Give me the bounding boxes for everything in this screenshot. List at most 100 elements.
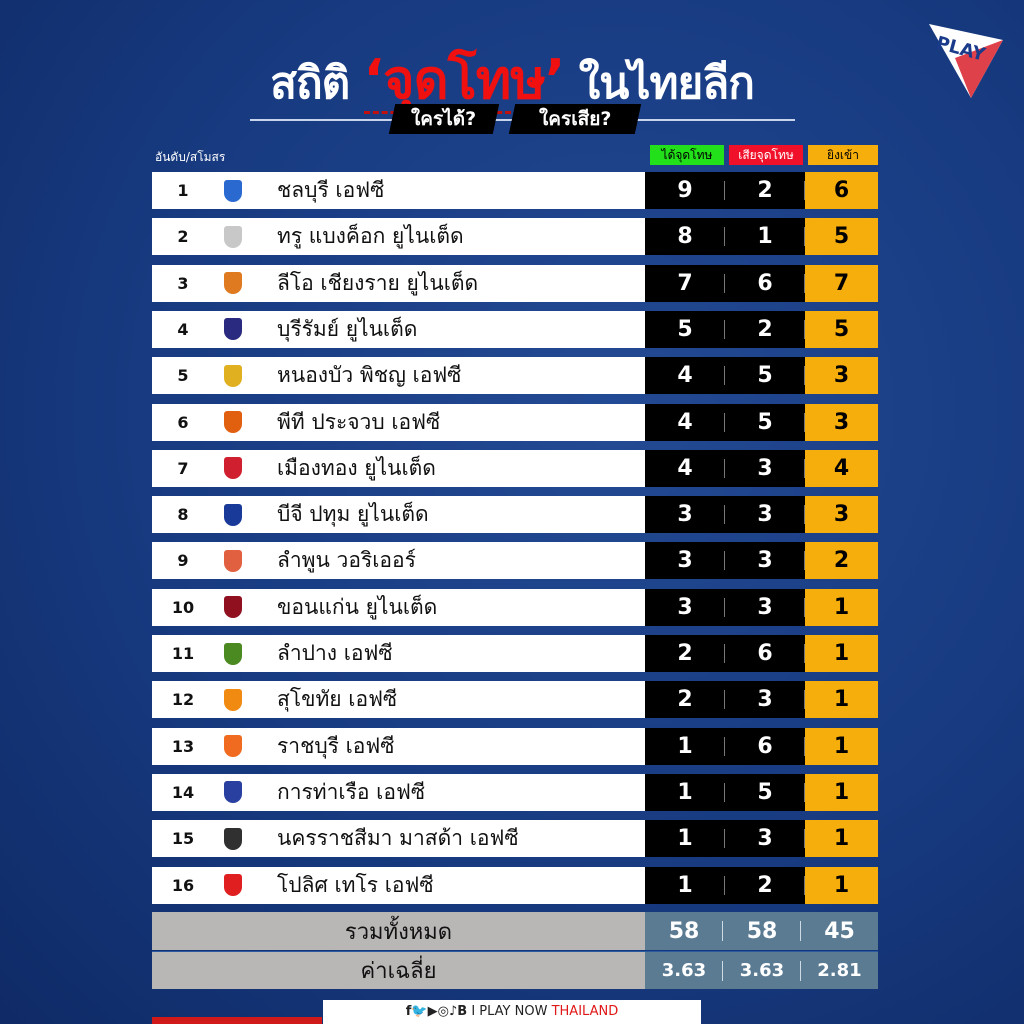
average-label: ค่าเฉลี่ย <box>152 952 645 989</box>
club-crest-icon <box>224 688 242 711</box>
team-cell: 5 หนองบัว พิชญ เอฟซี <box>152 357 645 395</box>
team-cell: 9 ลำพูน วอริเออร์ <box>152 542 645 580</box>
table-row: 8 บีจี ปทุม ยูไนเต็ด 3 3 3 <box>152 496 878 534</box>
team-cell: 16 โปลิศ เทโร เอฟซี <box>152 866 645 904</box>
team-name: นครราชสีมา มาสด้า เอฟซี <box>277 826 519 851</box>
conceded-value: 3 <box>725 681 805 719</box>
footer: f🐦▶◎♪B I PLAY NOW THAILAND <box>323 1000 701 1024</box>
table-row: 10 ขอนแก่น ยูไนเต็ด 3 3 1 <box>152 588 878 626</box>
conceded-value: 3 <box>725 496 805 534</box>
play-now-logo: PLAY <box>929 24 1003 98</box>
club-crest-icon <box>224 225 242 248</box>
rank: 4 <box>177 319 189 339</box>
rank: 5 <box>177 366 189 386</box>
conceded-value: 6 <box>725 264 805 302</box>
club-crest-icon <box>224 874 242 896</box>
club-crest-icon <box>224 827 242 850</box>
team-name: หนองบัว พิชญ เอฟซี <box>277 363 462 388</box>
rank: 2 <box>177 227 189 247</box>
scored-value: 1 <box>805 820 878 858</box>
club-crest-icon <box>224 642 242 665</box>
table-row: 4 บุรีรัมย์ ยูไนเต็ด 5 2 5 <box>152 310 878 348</box>
conceded-value: 2 <box>725 172 805 209</box>
conceded-value: 3 <box>725 588 805 626</box>
subtitle-right: ใครเสีย? <box>508 104 642 134</box>
awarded-value: 3 <box>645 496 725 534</box>
club-crest-icon <box>224 503 242 526</box>
team-cell: 10 ขอนแก่น ยูไนเต็ด <box>152 588 645 626</box>
title-part2: ในไทยลีก <box>578 58 755 109</box>
club-crest-icon <box>224 179 242 202</box>
scored-value: 1 <box>805 866 878 904</box>
team-name: พีที ประจวบ เอฟซี <box>277 409 441 434</box>
rank: 12 <box>171 690 195 710</box>
team-cell: 8 บีจี ปทุม ยูไนเต็ด <box>152 496 645 534</box>
conceded-value: 3 <box>725 449 805 487</box>
awarded-value: 1 <box>645 820 725 858</box>
awarded-value: 4 <box>645 403 725 441</box>
club-crest-icon <box>224 318 242 341</box>
conceded-value: 1 <box>725 218 805 256</box>
subtitle-left: ใครได้? <box>388 104 500 134</box>
club-crest-icon <box>224 735 242 758</box>
rank: 15 <box>171 829 195 849</box>
totals-scored: 45 <box>801 912 878 950</box>
club-crest-icon <box>224 596 242 619</box>
conceded-value: 6 <box>725 727 805 765</box>
rank: 3 <box>177 273 189 293</box>
conceded-value: 3 <box>725 820 805 858</box>
club-crest-icon <box>224 457 242 480</box>
conceded-value: 2 <box>725 866 805 904</box>
table-row: 11 ลำปาง เอฟซี 2 6 1 <box>152 635 878 672</box>
subtitle-left-text: ใครได้? <box>411 108 477 130</box>
average-conceded: 3.63 <box>723 952 801 989</box>
team-cell: 7 เมืองทอง ยูไนเต็ด <box>152 449 645 487</box>
club-crest-icon <box>224 364 242 387</box>
rank: 6 <box>177 412 189 432</box>
table-row: 9 ลำพูน วอริเออร์ 3 3 2 <box>152 542 878 580</box>
club-crest-icon <box>224 781 242 804</box>
social-icons: f🐦▶◎♪B <box>405 1004 468 1019</box>
scored-value: 4 <box>805 449 878 487</box>
club-crest-icon <box>224 549 242 572</box>
table-row: 7 เมืองทอง ยูไนเต็ด 4 3 4 <box>152 449 878 487</box>
conceded-value: 6 <box>725 635 805 672</box>
team-cell: 15 นครราชสีมา มาสด้า เอฟซี <box>152 820 645 858</box>
rank: 13 <box>171 736 195 756</box>
awarded-header: ได้จุดโทษ <box>650 145 724 165</box>
team-name: บุรีรัมย์ ยูไนเต็ด <box>277 316 418 341</box>
team-cell: 13 ราชบุรี เอฟซี <box>152 727 645 765</box>
team-name: ลีโอ เชียงราย ยูไนเต็ด <box>277 270 479 295</box>
footer-separator: I <box>471 1004 476 1019</box>
scored-header: ยิงเข้า <box>808 145 878 165</box>
team-name: โปลิศ เทโร เอฟซี <box>277 872 434 897</box>
page-title: สถิติ ‘จุดโทษ’ ในไทยลีก <box>0 36 1024 122</box>
scored-value: 3 <box>805 357 878 395</box>
conceded-value: 3 <box>725 542 805 580</box>
awarded-value: 3 <box>645 588 725 626</box>
team-name: การท่าเรือ เอฟซี <box>277 779 426 804</box>
totals-conceded: 58 <box>723 912 801 950</box>
title-part1: สถิติ <box>270 58 350 109</box>
rank: 14 <box>171 782 195 802</box>
scored-value: 5 <box>805 310 878 348</box>
awarded-value: 2 <box>645 681 725 719</box>
conceded-value: 2 <box>725 310 805 348</box>
team-cell: 14 การท่าเรือ เอฟซี <box>152 773 645 811</box>
awarded-value: 1 <box>645 727 725 765</box>
table-row: 16 โปลิศ เทโร เอฟซี 1 2 1 <box>152 866 878 904</box>
team-name: ขอนแก่น ยูไนเต็ด <box>277 594 438 619</box>
rank: 10 <box>171 597 195 617</box>
totals-awarded: 58 <box>645 912 723 950</box>
average-row: ค่าเฉลี่ย 3.63 3.63 2.81 <box>152 951 878 989</box>
awarded-value: 8 <box>645 218 725 256</box>
awarded-value: 3 <box>645 542 725 580</box>
average-awarded: 3.63 <box>645 952 723 989</box>
awarded-value: 5 <box>645 310 725 348</box>
conceded-value: 5 <box>725 357 805 395</box>
footer-brand-red: THAILAND <box>551 1004 619 1019</box>
scored-value: 1 <box>805 773 878 811</box>
table-row: 5 หนองบัว พิชญ เอฟซี 4 5 3 <box>152 357 878 395</box>
subtitle-right-text: ใครเสีย? <box>538 108 612 130</box>
rank: 16 <box>171 875 195 895</box>
